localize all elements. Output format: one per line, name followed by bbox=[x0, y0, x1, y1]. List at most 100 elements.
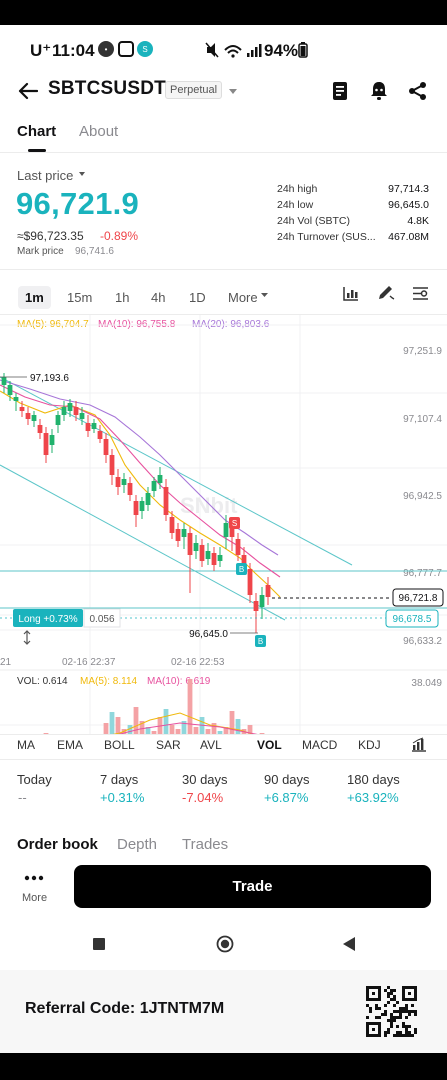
chevron-down-icon[interactable] bbox=[228, 88, 238, 95]
qr-module bbox=[414, 1031, 417, 1034]
system-nav-bar bbox=[0, 925, 447, 965]
more-label[interactable]: More bbox=[22, 892, 48, 904]
qr-module bbox=[372, 1022, 375, 1025]
volume-bar bbox=[127, 725, 133, 735]
candle bbox=[163, 487, 169, 515]
candle bbox=[7, 385, 13, 395]
qr-module bbox=[387, 1001, 390, 1004]
qr-module bbox=[366, 1031, 369, 1034]
chart-type-icon[interactable] bbox=[343, 286, 359, 301]
tab-order-book[interactable]: Order book bbox=[17, 836, 98, 853]
qr-module bbox=[402, 1007, 405, 1010]
qr-module bbox=[396, 1031, 399, 1034]
indicator-settings-icon[interactable] bbox=[412, 286, 429, 301]
candle bbox=[91, 423, 97, 429]
candle bbox=[19, 407, 25, 411]
qr-module bbox=[372, 992, 375, 995]
volume-bar bbox=[169, 725, 175, 735]
recent-apps-icon[interactable] bbox=[92, 937, 106, 951]
tab-chart[interactable]: Chart bbox=[17, 123, 57, 140]
ma20-line bbox=[0, 379, 279, 556]
share-icon[interactable] bbox=[408, 81, 428, 101]
indicator-avl[interactable]: AVL bbox=[200, 738, 222, 752]
indicator-kdj[interactable]: KDJ bbox=[358, 738, 381, 752]
qr-module bbox=[408, 1031, 411, 1034]
symbol-title[interactable]: SBTCSUSDT bbox=[48, 78, 166, 99]
qr-module bbox=[384, 989, 387, 992]
caret-down-icon[interactable] bbox=[79, 172, 85, 177]
candle bbox=[25, 413, 31, 419]
nav-back-icon[interactable] bbox=[342, 936, 356, 952]
candle bbox=[145, 493, 151, 505]
qr-module bbox=[390, 1025, 393, 1028]
candle bbox=[97, 431, 103, 439]
volume-bar bbox=[133, 707, 139, 735]
candlestick-chart[interactable]: SNbit 97,251.9 97,107.4 96,942.5 96,777.… bbox=[0, 315, 447, 735]
x-tick-label: 21 bbox=[0, 657, 12, 668]
qr-module bbox=[387, 986, 390, 989]
usd-price: ≈$96,723.35 bbox=[17, 229, 84, 243]
qr-module bbox=[408, 1013, 411, 1016]
qr-module bbox=[393, 989, 396, 992]
x-tick-label: 02-16 22:37 bbox=[62, 657, 116, 668]
indicator-ma[interactable]: MA bbox=[17, 738, 35, 752]
candle bbox=[205, 551, 211, 559]
book-icon[interactable] bbox=[331, 81, 349, 101]
mark-price-tag-text: 96,678.5 bbox=[393, 614, 432, 625]
draw-pencil-icon[interactable] bbox=[377, 285, 395, 302]
more-dots-icon[interactable] bbox=[24, 875, 44, 881]
qr-module bbox=[366, 986, 369, 989]
timeframe-1d[interactable]: 1D bbox=[189, 290, 206, 305]
candle bbox=[31, 415, 37, 421]
active-tab-indicator bbox=[28, 149, 46, 152]
performance-value: +63.92% bbox=[347, 790, 399, 805]
indicator-chart-icon[interactable] bbox=[411, 737, 427, 752]
timeframe-more[interactable]: More bbox=[228, 290, 258, 305]
candle bbox=[235, 539, 241, 555]
trade-button[interactable]: Trade bbox=[74, 865, 431, 908]
qr-module bbox=[396, 1034, 399, 1037]
qr-module bbox=[375, 1004, 378, 1007]
back-arrow-icon[interactable] bbox=[18, 82, 38, 100]
indicator-vol[interactable]: VOL bbox=[257, 738, 282, 752]
candle bbox=[247, 569, 253, 595]
timeframe-15m[interactable]: 15m bbox=[67, 290, 93, 305]
qr-module bbox=[384, 1034, 387, 1037]
qr-module bbox=[390, 992, 393, 995]
volume-legend: VOL: 0.614 bbox=[17, 676, 68, 687]
caret-down-icon[interactable] bbox=[261, 293, 268, 298]
tab-about[interactable]: About bbox=[79, 123, 119, 140]
qr-module bbox=[372, 986, 375, 989]
indicator-sar[interactable]: SAR bbox=[156, 738, 181, 752]
tab-depth[interactable]: Depth bbox=[117, 836, 158, 853]
qr-module bbox=[378, 1007, 381, 1010]
header: SBTCSUSDT Perpetual bbox=[0, 75, 447, 115]
volume-bar bbox=[181, 721, 187, 735]
last-price-label[interactable]: Last price bbox=[17, 168, 74, 183]
tab-trades[interactable]: Trades bbox=[182, 836, 229, 853]
qr-module bbox=[369, 998, 372, 1001]
timeframe-1m[interactable]: 1m bbox=[18, 286, 51, 309]
qr-module bbox=[414, 998, 417, 1001]
qr-module bbox=[375, 1016, 378, 1019]
qr-module bbox=[387, 992, 390, 995]
candle bbox=[241, 555, 247, 565]
indicator-boll[interactable]: BOLL bbox=[104, 738, 135, 752]
volume-bar bbox=[193, 727, 199, 735]
qr-module bbox=[384, 1013, 387, 1016]
alert-bell-icon[interactable] bbox=[369, 80, 389, 102]
sell-marker bbox=[229, 517, 240, 529]
qr-module bbox=[405, 1028, 408, 1031]
qr-code-icon[interactable] bbox=[366, 986, 418, 1038]
candle bbox=[61, 407, 67, 415]
qr-module bbox=[366, 1022, 369, 1025]
indicator-ema[interactable]: EMA bbox=[57, 738, 84, 752]
drag-handle-icon[interactable] bbox=[23, 630, 31, 645]
indicator-macd[interactable]: MACD bbox=[302, 738, 338, 752]
qr-module bbox=[402, 1010, 405, 1013]
carrier: U⁺ bbox=[30, 41, 52, 60]
timeframe-4h[interactable]: 4h bbox=[151, 290, 166, 305]
timeframe-1h[interactable]: 1h bbox=[115, 290, 130, 305]
home-icon[interactable] bbox=[216, 935, 234, 953]
qr-module bbox=[402, 1034, 405, 1037]
